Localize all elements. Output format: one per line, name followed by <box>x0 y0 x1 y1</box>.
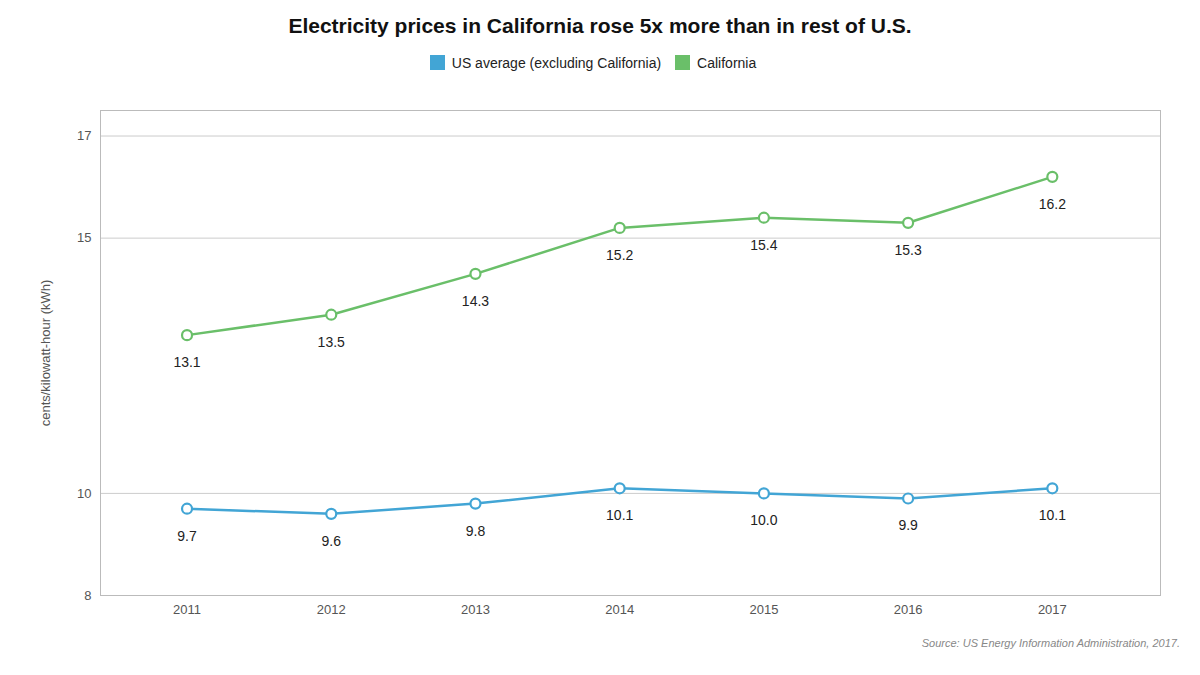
svg-text:2013: 2013 <box>461 602 490 617</box>
svg-text:2015: 2015 <box>749 602 778 617</box>
html-text:California: California <box>697 54 757 71</box>
html-text:Source: US Energy Information: Source: US Energy Information Administra… <box>921 637 1180 649</box>
svg-text:2014: 2014 <box>605 602 634 617</box>
svg-text:8: 8 <box>84 588 91 603</box>
svg-text:13.5: 13.5 <box>318 334 345 350</box>
svg-text:15.3: 15.3 <box>894 242 921 258</box>
svg-text:17: 17 <box>77 128 91 143</box>
svg-text:16.2: 16.2 <box>1039 196 1066 212</box>
svg-text:2012: 2012 <box>317 602 346 617</box>
svg-text:14.3: 14.3 <box>462 293 489 309</box>
svg-text:15: 15 <box>77 230 91 245</box>
svg-text:9.6: 9.6 <box>322 533 342 549</box>
svg-text:2011: 2011 <box>173 602 201 617</box>
svg-text:9.8: 9.8 <box>466 523 486 539</box>
svg-text:2016: 2016 <box>894 602 923 617</box>
svg-text:cents/kilowatt-hour (kWh): cents/kilowatt-hour (kWh) <box>38 280 53 427</box>
svg-text:10.1: 10.1 <box>606 507 633 523</box>
svg-text:2017: 2017 <box>1038 602 1067 617</box>
svg-text:15.4: 15.4 <box>750 237 777 253</box>
svg-text:10.1: 10.1 <box>1039 507 1066 523</box>
html-text:US average (excluding Californ: US average (excluding California) <box>451 54 662 71</box>
svg-text:15.2: 15.2 <box>606 247 633 263</box>
svg-text:9.7: 9.7 <box>177 528 197 544</box>
svg-text:10.0: 10.0 <box>750 512 777 528</box>
svg-text:13.1: 13.1 <box>173 354 200 370</box>
svg-text:10: 10 <box>77 486 91 501</box>
html-text:Electricity prices in Californ: Electricity prices in California rose 5x… <box>288 14 912 37</box>
svg-text:9.9: 9.9 <box>898 517 918 533</box>
